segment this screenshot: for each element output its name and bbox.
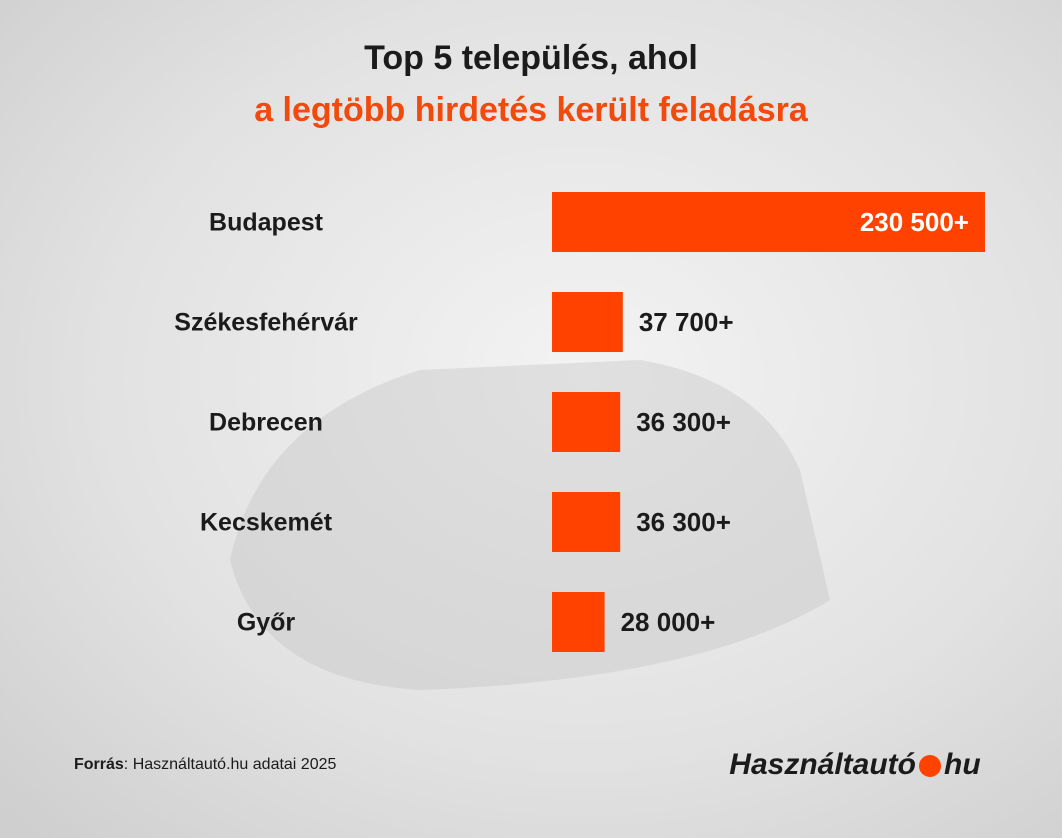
source-label: Forrás (74, 756, 124, 773)
category-label: Budapest (209, 209, 324, 237)
bar (552, 292, 623, 352)
bar (552, 192, 985, 252)
bar (552, 592, 605, 652)
value-label: 230 500+ (860, 207, 969, 237)
category-label: Győr (237, 609, 296, 637)
bar (552, 492, 621, 552)
value-label: 36 300+ (636, 407, 731, 437)
value-label: 36 300+ (636, 507, 731, 537)
category-label: Kecskemét (200, 509, 333, 537)
background-car (230, 360, 830, 690)
source: Forrás: Használtautó.hu adatai 2025 (74, 756, 337, 773)
source-text: : Használtautó.hu adatai 2025 (124, 756, 337, 773)
chart-title: Top 5 település, ahol (364, 39, 698, 77)
value-label: 28 000+ (621, 607, 716, 637)
logo-text: hu (944, 748, 981, 781)
category-label: Székesfehérvár (174, 309, 358, 337)
category-label: Debrecen (209, 409, 323, 437)
chart-subtitle: a legtöbb hirdetés került feladásra (254, 91, 809, 129)
bar (552, 392, 621, 452)
logo-text: Használtautó (729, 748, 916, 781)
logo-dot (919, 755, 941, 777)
value-label: 37 700+ (639, 307, 734, 337)
